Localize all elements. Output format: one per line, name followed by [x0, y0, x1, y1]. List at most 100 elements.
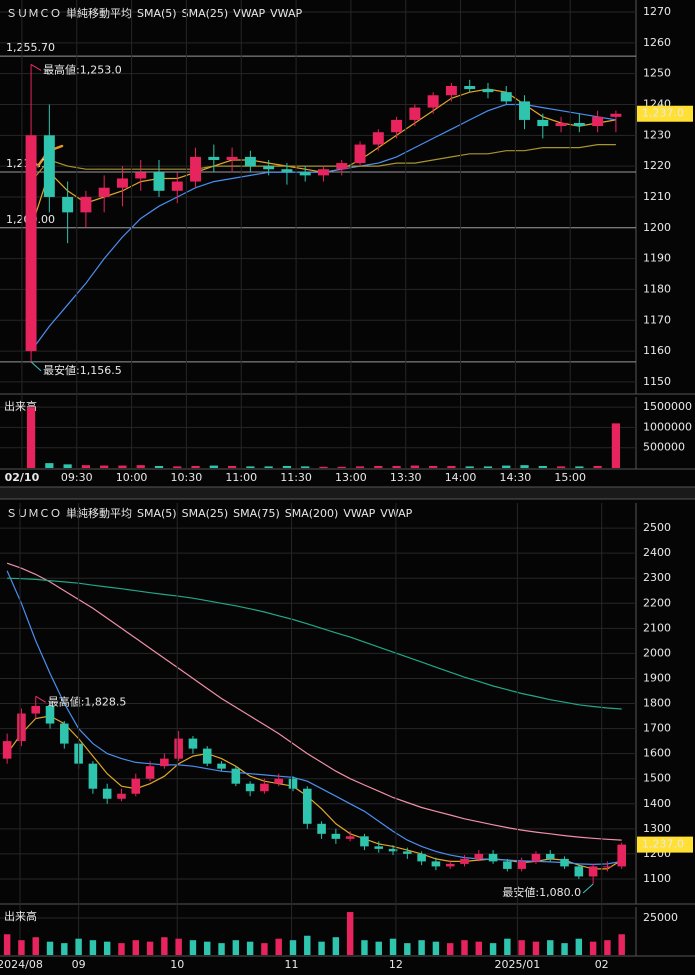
- candle-body: [531, 853, 541, 862]
- y-tick-label: 1500: [643, 772, 671, 785]
- volume-bar: [361, 940, 368, 955]
- y-tick-label: 1300: [643, 822, 671, 835]
- y-tick-label: 1260: [643, 36, 671, 49]
- x-tick-label: 13:00: [335, 471, 367, 484]
- annotation-text: 最高値:1,253.0: [43, 62, 122, 76]
- legend-entry: SMA(25): [182, 507, 229, 520]
- candle-body: [318, 169, 329, 176]
- candle-body: [409, 107, 421, 120]
- candle-body: [345, 836, 355, 839]
- candle-body: [171, 181, 183, 191]
- volume-bar: [264, 466, 273, 468]
- candle-body: [153, 172, 165, 191]
- volume-bar: [246, 466, 255, 468]
- volume-bar: [504, 938, 511, 955]
- volume-bar: [556, 466, 566, 468]
- legend-entry: VWAP: [270, 7, 302, 20]
- candle-body: [263, 166, 275, 170]
- volume-bar: [204, 941, 211, 955]
- volume-bar: [63, 464, 72, 468]
- annotation-text: 最安値:1,080.0: [502, 885, 581, 899]
- x-tick-label: 02/10: [5, 471, 40, 484]
- candle-body: [331, 833, 341, 839]
- volume-bar: [89, 940, 97, 955]
- volume-bar: [32, 937, 39, 955]
- volume-bar: [319, 466, 328, 468]
- candle-body: [431, 861, 441, 867]
- volume-bar: [154, 465, 164, 468]
- candle-body: [45, 706, 55, 724]
- legend-entry: VWAP: [233, 7, 265, 20]
- volume-bar: [61, 943, 68, 955]
- candle-body: [603, 866, 612, 868]
- candle-body: [460, 858, 469, 864]
- volume-bar: [332, 937, 340, 955]
- annotation-text: 最安値:1,156.5: [43, 363, 122, 377]
- candle-body: [188, 738, 198, 749]
- candle-body: [427, 95, 439, 108]
- candle-body: [545, 853, 555, 859]
- candle-body: [217, 763, 226, 769]
- volume-bar: [136, 465, 145, 468]
- candle-body: [391, 119, 403, 133]
- volume-bar: [81, 465, 91, 468]
- volume-bar: [561, 943, 568, 955]
- volume-bar: [100, 465, 109, 468]
- volume-bar: [475, 941, 483, 955]
- candle-body: [354, 144, 366, 164]
- candle-body: [60, 723, 69, 744]
- x-tick-label: 13:30: [390, 471, 422, 484]
- y-tick-label: 1200: [643, 221, 671, 234]
- volume-bar: [547, 940, 554, 955]
- legend-entry: VWAP: [380, 507, 412, 520]
- volume-bar: [209, 465, 218, 468]
- x-tick-label: 10:00: [116, 471, 148, 484]
- sma-line: [7, 577, 622, 710]
- y-tick-label: 1400: [643, 797, 671, 810]
- y-tick-label: 1230: [643, 128, 671, 141]
- candle-body: [573, 122, 585, 127]
- y-tick-label: 1180: [643, 282, 671, 295]
- candle-body: [288, 778, 298, 789]
- y-tick-label: 1100: [643, 872, 671, 885]
- candle-body: [560, 858, 569, 867]
- candle-body: [299, 172, 311, 176]
- y-tick-label: 500000: [643, 441, 685, 454]
- legend-entry: SMA(200): [285, 507, 339, 520]
- volume-bar: [118, 943, 125, 955]
- candle-body: [208, 156, 220, 160]
- x-tick-label: 10:30: [171, 471, 203, 484]
- candle-body: [135, 172, 147, 179]
- y-tick-label: 1220: [643, 159, 671, 172]
- y-tick-label: 1900: [643, 671, 671, 684]
- legend-entry: VWAP: [343, 507, 375, 520]
- volume-bar: [389, 938, 397, 955]
- x-tick-label: 15:00: [554, 471, 586, 484]
- volume-bar: [189, 940, 197, 955]
- volume-bar: [175, 938, 182, 955]
- legend-entry: SMA(25): [182, 7, 229, 20]
- volume-bar: [227, 465, 237, 468]
- volume-bar: [404, 943, 411, 955]
- chart-title: ＳＵＭＣＯ: [6, 507, 61, 520]
- y-tick-label: 2000: [643, 646, 671, 659]
- candle-body: [102, 788, 112, 799]
- candle-body: [2, 741, 12, 759]
- candle-body: [17, 713, 26, 742]
- volume-bar: [483, 466, 493, 468]
- volume-bar: [392, 465, 401, 468]
- annotation-arrow: [30, 361, 42, 372]
- annotation-arrow: [35, 695, 46, 703]
- sma-line: [6, 570, 622, 866]
- volume-bar: [575, 938, 583, 955]
- candle-body: [592, 116, 604, 127]
- x-tick-label: 14:00: [445, 471, 477, 484]
- volume-bar: [446, 943, 454, 955]
- volume-bar: [275, 938, 282, 955]
- candle-body: [503, 861, 512, 869]
- candle-body: [317, 823, 326, 834]
- volume-bar: [611, 423, 621, 468]
- y-tick-label: 1270: [643, 5, 671, 18]
- y-tick-label: 1600: [643, 747, 671, 760]
